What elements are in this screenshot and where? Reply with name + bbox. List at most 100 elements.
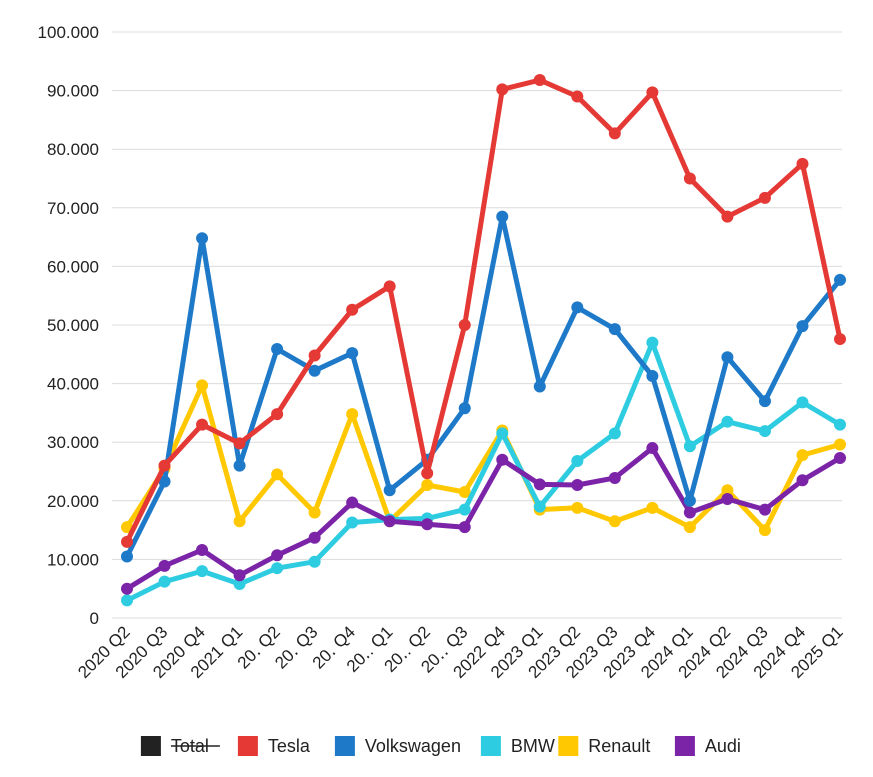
data-point-renault bbox=[571, 501, 584, 514]
data-point-renault bbox=[196, 379, 209, 392]
legend-label: Audi bbox=[705, 736, 741, 756]
data-point-bmw bbox=[683, 440, 696, 453]
data-point-tesla bbox=[271, 408, 284, 421]
data-point-audi bbox=[383, 515, 396, 528]
y-axis: 0 10.000 20.000 30.000 40.000 50.000 60.000 70.… bbox=[38, 23, 99, 628]
y-tick-label: 60.000 bbox=[47, 257, 99, 276]
y-tick-label: 100.000 bbox=[38, 23, 99, 42]
data-point-bmw bbox=[646, 336, 659, 349]
y-tick-label: 20.000 bbox=[47, 492, 99, 511]
data-point-audi bbox=[683, 506, 696, 519]
data-point-bmw bbox=[496, 427, 509, 440]
data-point-volkswagen bbox=[496, 210, 509, 223]
data-point-renault bbox=[796, 449, 809, 462]
data-point-bmw bbox=[458, 503, 471, 516]
y-tick-label: 40.000 bbox=[47, 375, 99, 394]
data-point-volkswagen bbox=[121, 550, 133, 563]
data-point-bmw bbox=[271, 562, 284, 575]
legend-swatch bbox=[674, 736, 695, 756]
legend-item-audi[interactable]: Audi bbox=[674, 736, 741, 756]
data-point-audi bbox=[271, 549, 284, 562]
data-point-tesla bbox=[834, 333, 846, 346]
data-point-audi bbox=[496, 453, 509, 466]
data-point-bmw bbox=[158, 575, 171, 588]
data-point-volkswagen bbox=[346, 347, 359, 360]
y-tick-label: 80.000 bbox=[47, 140, 99, 159]
data-point-tesla bbox=[646, 86, 659, 99]
data-point-bmw bbox=[308, 555, 321, 568]
data-point-volkswagen bbox=[796, 320, 809, 333]
legend-label: BMW bbox=[511, 736, 555, 756]
data-point-bmw bbox=[571, 454, 584, 467]
legend-item-volkswagen[interactable]: Volkswagen bbox=[334, 736, 461, 756]
series-line-tesla bbox=[124, 77, 843, 545]
y-tick-label: 50.000 bbox=[47, 316, 99, 335]
data-point-tesla bbox=[308, 349, 321, 362]
legend-label: Volkswagen bbox=[365, 736, 461, 756]
data-point-audi bbox=[158, 559, 171, 572]
legend-swatch bbox=[480, 736, 501, 756]
data-point-renault bbox=[683, 521, 696, 534]
data-point-audi bbox=[608, 471, 621, 484]
data-point-tesla bbox=[458, 319, 471, 331]
series-lines bbox=[121, 74, 846, 607]
data-point-bmw bbox=[721, 415, 734, 428]
series-line-audi bbox=[124, 445, 843, 592]
data-point-audi bbox=[233, 569, 246, 582]
legend-item-total[interactable]: Total bbox=[140, 736, 220, 756]
data-point-tesla bbox=[758, 191, 771, 204]
legend-swatch bbox=[140, 736, 161, 756]
data-point-renault bbox=[271, 468, 284, 481]
data-point-bmw bbox=[121, 594, 133, 607]
data-point-tesla bbox=[346, 303, 359, 316]
series-line-renault bbox=[124, 382, 843, 533]
y-tick-label: 0 bbox=[90, 609, 99, 628]
data-point-audi bbox=[533, 478, 546, 491]
legend: Total Tesla Volkswagen BMW Renault Audi bbox=[140, 736, 741, 756]
data-point-tesla bbox=[233, 437, 246, 450]
series-line-volkswagen bbox=[124, 214, 843, 559]
data-point-renault bbox=[608, 515, 621, 528]
y-tick-label: 90.000 bbox=[47, 82, 99, 101]
data-point-tesla bbox=[496, 83, 509, 96]
data-point-tesla bbox=[158, 459, 171, 472]
data-point-audi bbox=[458, 521, 471, 534]
data-point-tesla bbox=[721, 210, 734, 223]
legend-item-tesla[interactable]: Tesla bbox=[237, 736, 311, 756]
series-line-bmw bbox=[124, 340, 843, 603]
data-point-volkswagen bbox=[646, 369, 659, 382]
legend-label: Tesla bbox=[268, 736, 311, 756]
data-point-tesla bbox=[796, 157, 809, 170]
data-point-volkswagen bbox=[458, 402, 471, 415]
data-point-volkswagen bbox=[233, 459, 246, 472]
data-point-renault bbox=[308, 506, 321, 519]
data-point-renault bbox=[646, 501, 659, 514]
data-point-audi bbox=[646, 442, 659, 455]
data-point-audi bbox=[721, 493, 734, 506]
y-tick-label: 30.000 bbox=[47, 433, 99, 452]
data-point-audi bbox=[834, 452, 846, 465]
data-point-tesla bbox=[683, 172, 696, 185]
data-point-renault bbox=[346, 408, 359, 421]
legend-swatch bbox=[237, 736, 258, 756]
data-point-audi bbox=[121, 582, 133, 595]
gridlines bbox=[112, 31, 842, 619]
data-point-renault bbox=[233, 515, 246, 528]
data-point-bmw bbox=[608, 427, 621, 440]
data-point-volkswagen bbox=[571, 301, 584, 314]
data-point-tesla bbox=[383, 280, 396, 293]
legend-item-bmw[interactable]: BMW bbox=[480, 736, 555, 756]
legend-item-renault[interactable]: Renault bbox=[558, 736, 650, 756]
data-point-volkswagen bbox=[383, 484, 396, 497]
data-point-volkswagen bbox=[533, 380, 546, 393]
data-point-tesla bbox=[608, 127, 621, 140]
y-tick-label: 70.000 bbox=[47, 199, 99, 218]
data-point-bmw bbox=[758, 425, 771, 438]
series-volkswagen bbox=[121, 210, 846, 563]
y-tick-label: 10.000 bbox=[47, 550, 99, 569]
data-point-volkswagen bbox=[608, 323, 621, 336]
data-point-volkswagen bbox=[271, 343, 284, 356]
data-point-renault bbox=[421, 478, 434, 491]
data-point-tesla bbox=[196, 418, 209, 431]
